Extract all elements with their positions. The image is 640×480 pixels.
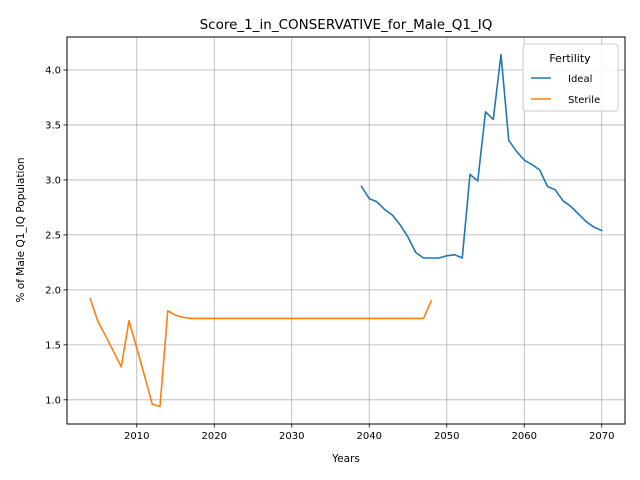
y-tick-label: 3.5 bbox=[45, 120, 61, 131]
x-tick-label: 2070 bbox=[589, 431, 614, 442]
chart-title: Score_1_in_CONSERVATIVE_for_Male_Q1_IQ bbox=[200, 17, 493, 33]
x-axis-title: Years bbox=[331, 453, 360, 465]
y-axis: 1.0 1.5 2.0 2.5 3.0 3.5 4.0 bbox=[45, 65, 67, 406]
y-tick-label: 1.0 bbox=[45, 395, 61, 406]
x-tick-label: 2050 bbox=[434, 431, 459, 442]
series-line-sterile bbox=[89, 297, 433, 408]
series-layer bbox=[89, 53, 603, 408]
legend: Fertility Ideal Sterile bbox=[522, 43, 619, 112]
series-line-ideal bbox=[360, 53, 603, 259]
x-tick-label: 2030 bbox=[279, 431, 304, 442]
legend-title: Fertility bbox=[549, 52, 591, 65]
y-tick-label: 2.0 bbox=[45, 285, 61, 296]
x-tick-label: 2060 bbox=[512, 431, 537, 442]
x-axis: 2010 2020 2030 2040 2050 2060 2070 bbox=[124, 424, 614, 442]
legend-box bbox=[522, 43, 619, 112]
y-tick-label: 4.0 bbox=[45, 65, 61, 76]
y-tick-label: 2.5 bbox=[45, 230, 61, 241]
x-tick-label: 2040 bbox=[357, 431, 382, 442]
x-tick-label: 2010 bbox=[124, 431, 149, 442]
y-tick-label: 3.0 bbox=[45, 175, 61, 186]
y-tick-label: 1.5 bbox=[45, 340, 61, 351]
plot-frame bbox=[66, 36, 626, 425]
x-tick-label: 2020 bbox=[202, 431, 227, 442]
y-axis-title: % of Male Q1_IQ Population bbox=[15, 157, 27, 302]
legend-label-ideal: Ideal bbox=[568, 74, 592, 85]
legend-label-sterile: Sterile bbox=[568, 95, 600, 106]
